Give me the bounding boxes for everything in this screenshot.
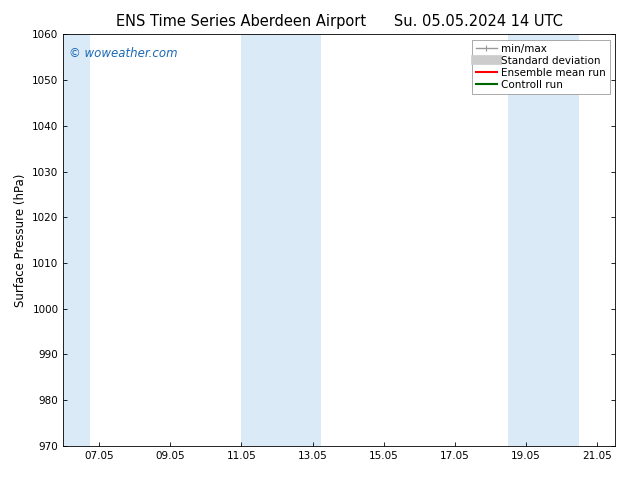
Bar: [508, 34, 544, 446]
Bar: [277, 34, 321, 446]
Y-axis label: Surface Pressure (hPa): Surface Pressure (hPa): [14, 173, 27, 307]
Legend: min/max, Standard deviation, Ensemble mean run, Controll run: min/max, Standard deviation, Ensemble me…: [472, 40, 610, 94]
Bar: [242, 34, 277, 446]
Bar: [63, 34, 90, 446]
Title: ENS Time Series Aberdeen Airport      Su. 05.05.2024 14 UTC: ENS Time Series Aberdeen Airport Su. 05.…: [116, 14, 562, 29]
Text: © woweather.com: © woweather.com: [69, 47, 178, 60]
Bar: [544, 34, 579, 446]
